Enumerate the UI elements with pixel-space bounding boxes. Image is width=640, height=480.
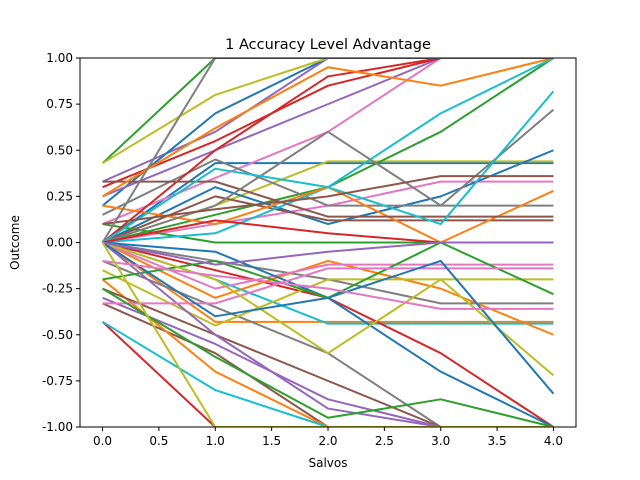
y-tick-label: 0.75 xyxy=(46,97,73,111)
y-tick-label: -1.00 xyxy=(42,420,73,434)
series-line xyxy=(102,241,554,325)
y-tick-label: 0.50 xyxy=(46,143,73,157)
series-line xyxy=(102,180,554,218)
series-line xyxy=(102,160,554,244)
series-line xyxy=(102,58,554,189)
x-tick-label: 1.0 xyxy=(206,434,225,448)
series-line xyxy=(101,241,554,323)
y-axis-label: Outcome xyxy=(8,215,22,270)
y-axis: -1.00 -0.75 -0.50 -0.25 0.00 0.25 0.50 0.75 1.00 xyxy=(42,51,80,434)
y-tick-label: 0.25 xyxy=(46,189,73,203)
x-axis: 0.0 0.5 1.0 1.5 2.0 2.5 3.0 3.5 4.0 xyxy=(93,427,563,448)
x-tick-label: 0.5 xyxy=(149,434,168,448)
x-tick-label: 3.0 xyxy=(431,434,450,448)
series-line xyxy=(102,175,554,226)
series-line xyxy=(101,321,554,427)
series-line xyxy=(101,162,554,244)
series-line xyxy=(102,241,554,266)
y-tick-label: -0.25 xyxy=(42,282,73,296)
series-line xyxy=(101,241,554,427)
series-line xyxy=(101,58,554,164)
series-line xyxy=(102,58,554,198)
x-tick-label: 1.5 xyxy=(262,434,281,448)
series-line xyxy=(102,259,554,310)
y-tick-label: 0.00 xyxy=(46,236,73,250)
series-line xyxy=(102,108,555,244)
series-line xyxy=(102,287,554,427)
x-tick-label: 2.5 xyxy=(375,434,394,448)
x-tick-label: 2.0 xyxy=(318,434,337,448)
x-axis-label: Salvos xyxy=(309,456,348,470)
series-line xyxy=(101,58,554,244)
series-line xyxy=(102,287,554,427)
series-layer xyxy=(101,58,555,427)
x-tick-label: 4.0 xyxy=(544,434,563,448)
series-line xyxy=(102,241,554,290)
series-line xyxy=(102,267,554,305)
series-line xyxy=(101,58,554,207)
series-line xyxy=(102,195,554,244)
x-tick-label: 0.0 xyxy=(93,434,112,448)
series-line xyxy=(102,269,554,327)
series-line xyxy=(102,296,554,427)
series-line xyxy=(101,278,554,427)
series-line xyxy=(102,90,555,244)
series-line xyxy=(102,58,554,183)
series-line xyxy=(102,241,555,395)
y-tick-label: -0.75 xyxy=(42,374,73,388)
series-line xyxy=(102,302,554,427)
y-tick-label: -0.50 xyxy=(42,328,73,342)
series-line xyxy=(102,241,555,377)
y-tick-label: 1.00 xyxy=(46,51,73,65)
chart-title: 1 Accuracy Level Advantage xyxy=(225,37,431,53)
series-line xyxy=(102,158,554,216)
series-line xyxy=(102,58,554,198)
x-tick-label: 3.5 xyxy=(488,434,507,448)
